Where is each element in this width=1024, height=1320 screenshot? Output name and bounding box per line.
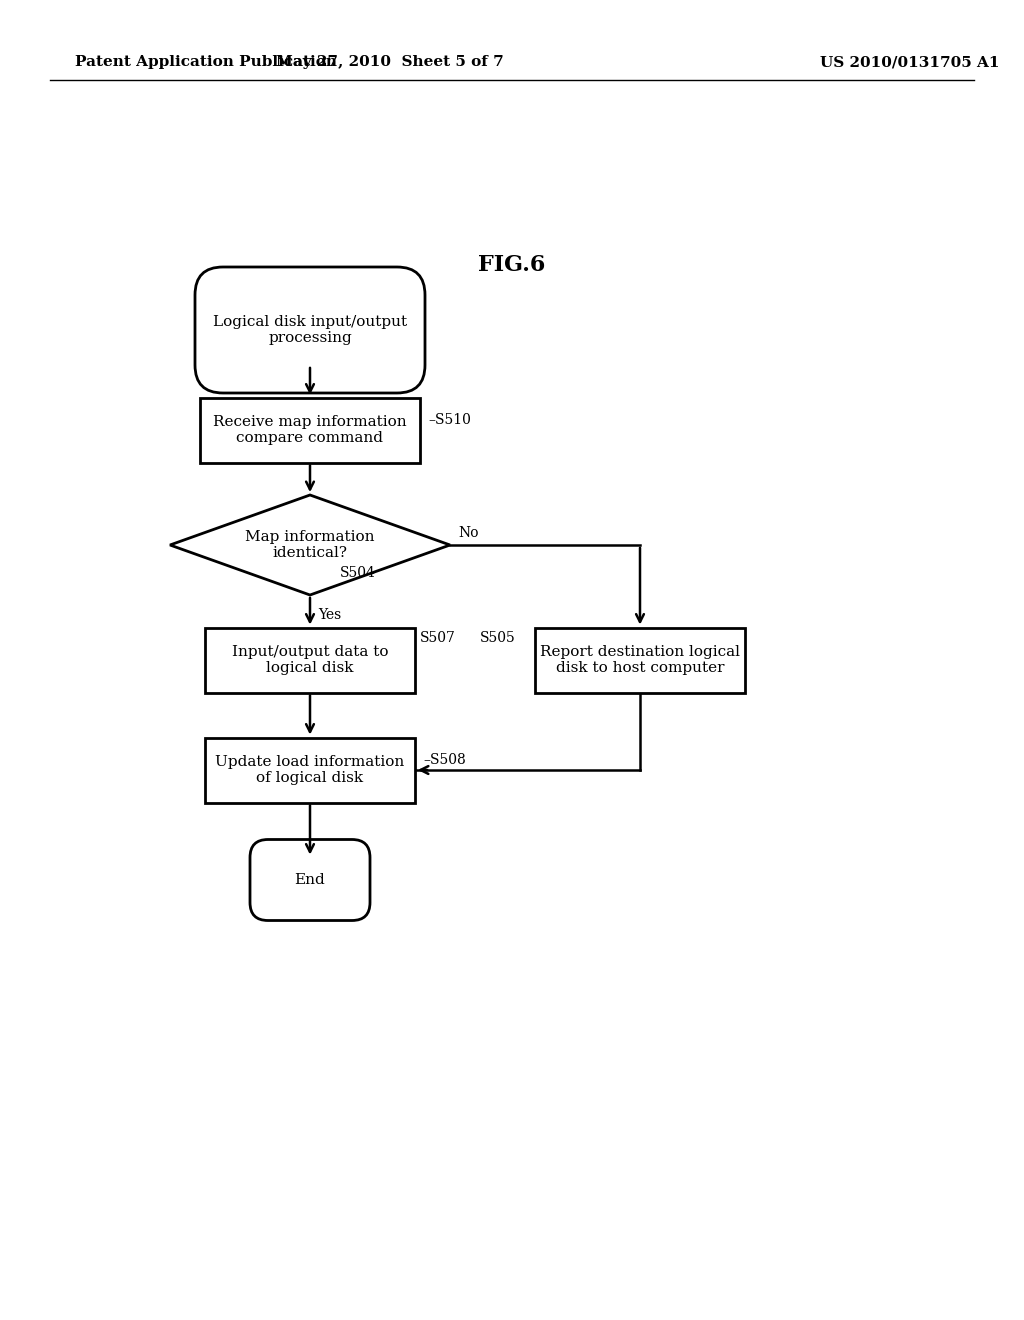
Polygon shape [170,495,450,595]
Text: Input/output data to
logical disk: Input/output data to logical disk [231,645,388,675]
Bar [535,627,745,693]
Bar [205,627,415,693]
Text: Yes: Yes [318,609,341,622]
Text: May 27, 2010  Sheet 5 of 7: May 27, 2010 Sheet 5 of 7 [276,55,504,69]
Text: Patent Application Publication: Patent Application Publication [75,55,337,69]
Bar [200,397,420,462]
Bar [205,738,415,803]
Text: No: No [458,525,478,540]
Text: Map information
identical?: Map information identical? [246,529,375,560]
Text: Receive map information
compare command: Receive map information compare command [213,414,407,445]
Text: S505: S505 [480,631,516,645]
Text: FIG.6: FIG.6 [478,253,546,276]
Text: S504: S504 [340,566,376,579]
FancyBboxPatch shape [250,840,370,920]
Text: S507: S507 [420,631,456,645]
Text: –S510: –S510 [428,413,471,426]
Text: Update load information
of logical disk: Update load information of logical disk [215,755,404,785]
Text: US 2010/0131705 A1: US 2010/0131705 A1 [820,55,999,69]
Text: Logical disk input/output
processing: Logical disk input/output processing [213,315,408,345]
FancyBboxPatch shape [195,267,425,393]
Text: End: End [295,873,326,887]
Text: –S508: –S508 [423,752,466,767]
Text: Report destination logical
disk to host computer: Report destination logical disk to host … [540,645,740,675]
